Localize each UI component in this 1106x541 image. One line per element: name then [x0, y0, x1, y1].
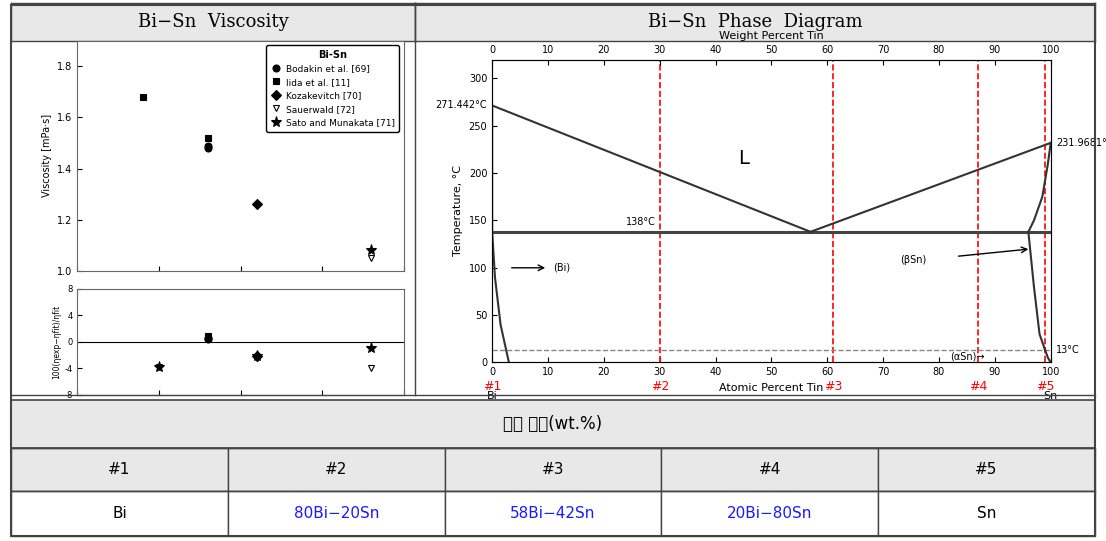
- Text: (Bi): (Bi): [554, 263, 571, 273]
- Text: 271.442°C: 271.442°C: [435, 101, 487, 110]
- Bar: [11, 491, 228, 536]
- Text: #1: #1: [108, 462, 131, 477]
- Text: #1: #1: [483, 380, 501, 393]
- X-axis label: Atomic Percent Tin: Atomic Percent Tin: [719, 383, 824, 393]
- Bar: [228, 448, 445, 491]
- Bar: [228, 491, 445, 536]
- Text: 138°C: 138°C: [626, 217, 656, 227]
- Text: #5: #5: [1036, 380, 1054, 393]
- Legend: Bodakin et al. [69], Iida et al. [11], Kozakevitch [70], Sauerwald [72], Sato an: Bodakin et al. [69], Iida et al. [11], K…: [265, 45, 399, 131]
- Text: 합금 조성(wt.%): 합금 조성(wt.%): [503, 415, 603, 433]
- Text: #4: #4: [759, 462, 781, 477]
- Y-axis label: Temperature, °C: Temperature, °C: [453, 166, 463, 256]
- Text: (βSn): (βSn): [900, 255, 926, 265]
- Text: 20Bi−80Sn: 20Bi−80Sn: [727, 506, 813, 521]
- Bar: [878, 491, 1095, 536]
- Text: Sn: Sn: [1044, 391, 1057, 401]
- Text: Bi: Bi: [487, 391, 498, 401]
- Text: Sn: Sn: [977, 506, 997, 521]
- Bar: [661, 448, 878, 491]
- Text: #3: #3: [542, 462, 564, 477]
- Text: 58Bi−42Sn: 58Bi−42Sn: [510, 506, 596, 521]
- Bar: [445, 491, 661, 536]
- Text: #4: #4: [969, 380, 988, 393]
- Text: #5: #5: [975, 462, 998, 477]
- Bar: [878, 448, 1095, 491]
- Text: #2: #2: [650, 380, 669, 393]
- X-axis label: Temperature [K]: Temperature [K]: [189, 415, 292, 426]
- Text: 80Bi−20Sn: 80Bi−20Sn: [293, 506, 379, 521]
- Text: (αSn)→: (αSn)→: [950, 352, 984, 362]
- Bar: [11, 448, 228, 491]
- Bar: [445, 448, 661, 491]
- Text: 231.9681°C: 231.9681°C: [1056, 138, 1106, 148]
- Y-axis label: 100(ηexp−ηfit)/ηfit: 100(ηexp−ηfit)/ηfit: [52, 305, 62, 379]
- Text: L: L: [738, 149, 749, 168]
- Bar: [11, 400, 1095, 448]
- Text: 13°C: 13°C: [1056, 345, 1081, 355]
- Text: Bi: Bi: [112, 506, 127, 521]
- Bar: [661, 491, 878, 536]
- Text: #2: #2: [325, 462, 347, 477]
- Text: Bi−Sn  Viscosity: Bi−Sn Viscosity: [137, 12, 289, 31]
- Y-axis label: Viscosity [mPa·s]: Viscosity [mPa·s]: [42, 114, 52, 197]
- Text: #3: #3: [824, 380, 842, 393]
- Text: Bi−Sn  Phase  Diagram: Bi−Sn Phase Diagram: [647, 12, 863, 31]
- X-axis label: Weight Percent Tin: Weight Percent Tin: [719, 31, 824, 41]
